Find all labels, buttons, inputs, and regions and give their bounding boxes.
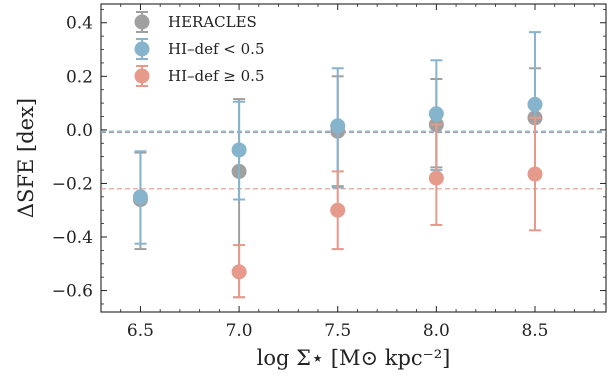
y-tick-label: −0.6	[52, 282, 93, 302]
legend-label: HERACLES	[168, 13, 257, 31]
data-point	[132, 189, 148, 205]
x-tick-label: 8.5	[521, 321, 548, 341]
legend-label: HI–def ≥ 0.5	[168, 67, 265, 85]
y-tick-label: 0.4	[66, 14, 93, 34]
series-2	[231, 116, 543, 299]
data-point	[527, 166, 543, 182]
legend-label: HI–def < 0.5	[168, 40, 265, 58]
data-point	[330, 118, 346, 134]
data-series	[132, 31, 543, 299]
data-point	[527, 96, 543, 112]
data-point	[428, 106, 444, 122]
legend: HERACLES HI–def < 0.5 HI–def ≥ 0.5	[134, 11, 265, 87]
y-tick-label: 0.2	[66, 67, 93, 87]
data-point	[428, 170, 444, 186]
y-tick-label: −0.2	[52, 174, 93, 194]
plot-frame	[100, 3, 607, 313]
legend-marker	[134, 68, 150, 84]
y-axis-label: ΔSFE [dex]	[14, 98, 38, 218]
x-axis-label: log Σ⋆ [M⊙ kpc⁻²]	[257, 346, 451, 370]
data-point	[231, 264, 247, 280]
y-tick-label: −0.4	[52, 228, 93, 248]
x-tick-label: 7.5	[324, 321, 351, 341]
legend-marker	[134, 41, 150, 57]
data-point	[231, 142, 247, 158]
x-tick-label: 6.5	[127, 321, 154, 341]
reference-lines	[101, 130, 606, 190]
y-tick-label: 0.0	[66, 121, 93, 141]
x-tick-label: 7.0	[226, 321, 253, 341]
legend-marker	[134, 14, 150, 30]
data-point	[330, 202, 346, 218]
x-tick-label: 8.0	[423, 321, 450, 341]
axis-ticks: 6.5 7.0 7.5 8.0 8.5 0.4 0.2 0.0 −0.2 −0.4 −0.6	[52, 4, 606, 341]
